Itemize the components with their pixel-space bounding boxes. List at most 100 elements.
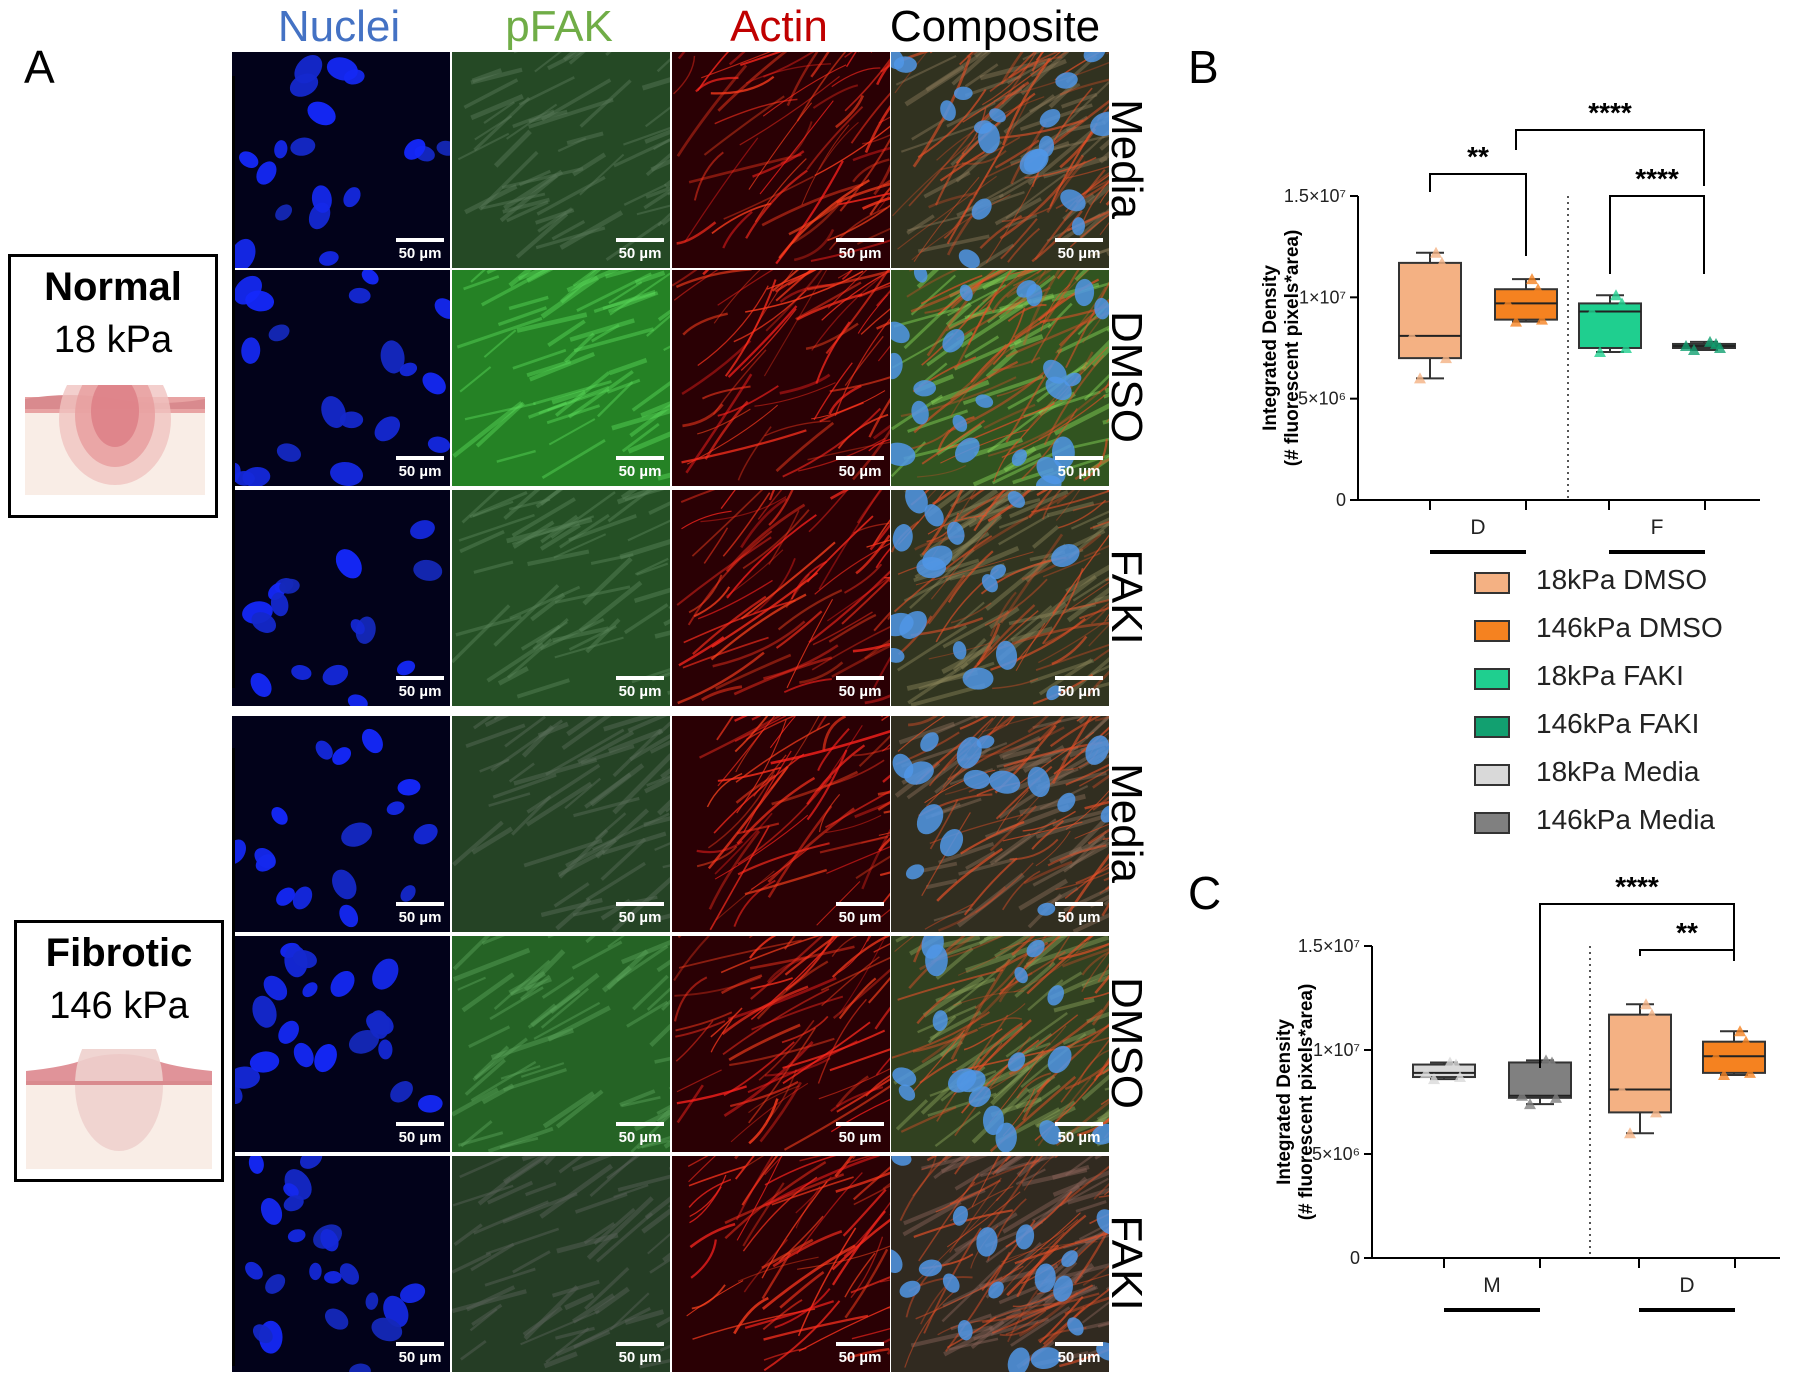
micrograph-image xyxy=(452,1156,670,1372)
scale-bar-label: 50 µm xyxy=(616,1349,664,1366)
scale-bar-label: 50 µm xyxy=(836,245,884,262)
scale-bar-line xyxy=(616,1122,664,1126)
micrograph-composite-row-4: 50 µm xyxy=(891,716,1109,932)
micrograph-pfak-row-1: 50 µm xyxy=(452,52,670,268)
micrograph-image xyxy=(891,270,1109,486)
scale-bar-label: 50 µm xyxy=(1055,463,1103,480)
legend-label: 146kPa Media xyxy=(1536,804,1715,836)
micrograph-pfak-row-5: 50 µm xyxy=(452,936,670,1152)
micrograph-actin-row-2: 50 µm xyxy=(672,270,890,486)
micrograph-composite-row-2: 50 µm xyxy=(891,270,1109,486)
legend-label: 146kPa FAKI xyxy=(1536,708,1699,740)
scale-bar: 50 µm xyxy=(396,1342,444,1366)
scale-bar: 50 µm xyxy=(836,1122,884,1146)
y-tick-label: 0 xyxy=(1350,1248,1360,1268)
scale-bar-line xyxy=(396,456,444,460)
legend-label: 18kPa DMSO xyxy=(1536,564,1707,596)
micrograph-composite-row-6: 50 µm xyxy=(891,1156,1109,1372)
micrograph-image xyxy=(452,490,670,706)
micrograph-nuclei-row-5: 50 µm xyxy=(232,936,450,1152)
row-label-1: Media xyxy=(1101,39,1151,279)
micrograph-pfak-row-4: 50 µm xyxy=(452,716,670,932)
y-axis-label-line1: Integrated Density xyxy=(1260,265,1281,431)
scale-bar-label: 50 µm xyxy=(1055,909,1103,926)
micrograph-nuclei-row-1: 50 µm xyxy=(232,52,450,268)
scale-bar: 50 µm xyxy=(836,1342,884,1366)
normal-group-bracket xyxy=(232,76,235,688)
scale-bar-line xyxy=(396,676,444,680)
condition-box-normal: Normal 18 kPa xyxy=(8,254,218,518)
scale-bar-line xyxy=(616,456,664,460)
row-label-4: Media xyxy=(1101,703,1151,943)
scale-bar: 50 µm xyxy=(616,1342,664,1366)
skin-normal-illustration xyxy=(25,385,205,495)
scale-bar-label: 50 µm xyxy=(396,1129,444,1146)
y-tick-label: 1.5×10⁷ xyxy=(1284,186,1346,206)
scale-bar-label: 50 µm xyxy=(616,909,664,926)
micrograph-image xyxy=(672,936,890,1152)
micrograph-nuclei-row-4: 50 µm xyxy=(232,716,450,932)
scale-bar-label: 50 µm xyxy=(836,1349,884,1366)
scale-bar: 50 µm xyxy=(836,238,884,262)
scale-bar-line xyxy=(396,1122,444,1126)
micrograph-image xyxy=(891,716,1109,932)
micrograph-composite-row-5: 50 µm xyxy=(891,936,1109,1152)
scale-bar-label: 50 µm xyxy=(1055,1129,1103,1146)
legend-swatch xyxy=(1474,620,1510,642)
scale-bar: 50 µm xyxy=(836,902,884,926)
scale-bar-line xyxy=(396,1342,444,1346)
scale-bar-label: 50 µm xyxy=(616,1129,664,1146)
legend-label: 18kPa FAKI xyxy=(1536,660,1684,692)
micrograph-composite-row-3: 50 µm xyxy=(891,490,1109,706)
micrograph-image xyxy=(672,52,890,268)
micrograph-pfak-row-2: 50 µm xyxy=(452,270,670,486)
micrograph-image xyxy=(452,936,670,1152)
micrograph-image xyxy=(232,490,450,706)
micrograph-composite-row-1: 50 µm xyxy=(891,52,1109,268)
scale-bar: 50 µm xyxy=(396,456,444,480)
channel-title-pfak: pFAK xyxy=(450,2,668,52)
scale-bar-line xyxy=(396,902,444,906)
micrograph-pfak-row-3: 50 µm xyxy=(452,490,670,706)
condition-title: Normal xyxy=(11,265,215,310)
micrograph-image xyxy=(232,1156,450,1372)
micrograph-image xyxy=(891,490,1109,706)
y-tick-label: 1.5×10⁷ xyxy=(1298,936,1360,956)
group-label: D xyxy=(1679,1274,1694,1297)
fibrotic-group-bracket xyxy=(232,748,235,1366)
y-tick-label: 5×10⁶ xyxy=(1312,1144,1360,1164)
scale-bar: 50 µm xyxy=(616,676,664,700)
scale-bar-label: 50 µm xyxy=(396,683,444,700)
skin-fibrotic-illustration xyxy=(26,1049,212,1169)
scale-bar: 50 µm xyxy=(1055,676,1103,700)
micrograph-actin-row-6: 50 µm xyxy=(672,1156,890,1372)
scale-bar-line xyxy=(1055,676,1103,680)
micrograph-actin-row-5: 50 µm xyxy=(672,936,890,1152)
group-label: F xyxy=(1651,516,1664,539)
scale-bar: 50 µm xyxy=(1055,456,1103,480)
channel-title-composite: Composite xyxy=(886,2,1104,52)
scale-bar-label: 50 µm xyxy=(396,909,444,926)
scale-bar-label: 50 µm xyxy=(396,463,444,480)
scale-bar: 50 µm xyxy=(1055,238,1103,262)
scale-bar: 50 µm xyxy=(616,456,664,480)
scale-bar-line xyxy=(1055,1342,1103,1346)
legend-label: 146kPa DMSO xyxy=(1536,612,1723,644)
scale-bar-line xyxy=(616,238,664,242)
scale-bar-label: 50 µm xyxy=(1055,683,1103,700)
micrograph-image xyxy=(452,52,670,268)
scale-bar-label: 50 µm xyxy=(836,1129,884,1146)
box xyxy=(1609,1015,1671,1113)
row-label-2: DMSO xyxy=(1101,257,1151,497)
condition-stiffness: 146 kPa xyxy=(17,985,221,1028)
y-tick-label: 5×10⁶ xyxy=(1298,389,1346,409)
scale-bar-line xyxy=(1055,1122,1103,1126)
scale-bar: 50 µm xyxy=(396,676,444,700)
scale-bar-label: 50 µm xyxy=(616,463,664,480)
scale-bar-label: 50 µm xyxy=(836,683,884,700)
scale-bar-line xyxy=(396,238,444,242)
legend: 18kPa DMSO 146kPa DMSO 18kPa FAKI 146kPa FA… xyxy=(1474,564,1794,854)
scale-bar-label: 50 µm xyxy=(1055,1349,1103,1366)
